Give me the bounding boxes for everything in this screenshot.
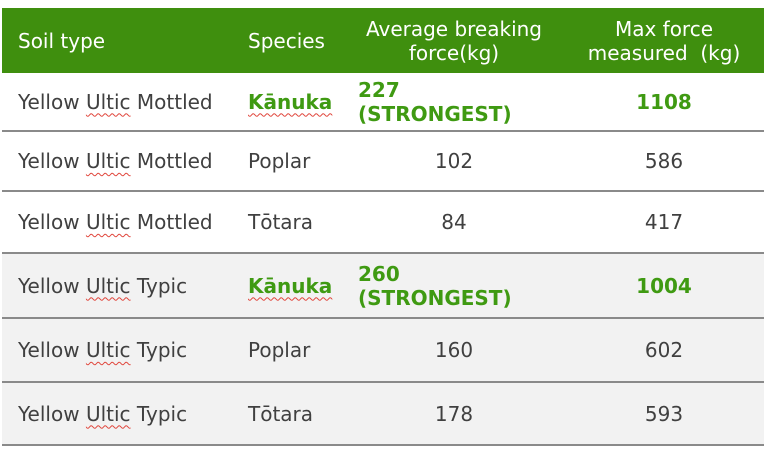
spellcheck-word: Ultic (85, 210, 131, 234)
header-avg-line1: Average breaking (365, 16, 543, 41)
header-average-breaking-force: Average breaking force(kg) (358, 8, 550, 73)
header-species: Species (248, 28, 325, 53)
species-cell: Tōtara (248, 401, 314, 426)
soil-type-cell: Yellow Ultic Mottled (18, 210, 213, 234)
header-max-force: Max force measured (kg) (568, 8, 760, 73)
table-row: Yellow Ultic Mottled Kānuka 227 (STRONGE… (2, 73, 764, 132)
soil-type-cell: Yellow Ultic Mottled (18, 89, 213, 114)
spellcheck-word: Ultic (85, 273, 131, 298)
average-force-cell: 260 (STRONGEST) (358, 261, 512, 310)
spellcheck-word: Ultic (85, 89, 131, 114)
header-max-line2: measured (kg) (587, 40, 741, 65)
header-avg-line2: force(kg) (408, 40, 500, 65)
average-force-cell: 102 (434, 149, 474, 173)
soil-type-cell: Yellow Ultic Typic (18, 401, 188, 426)
soil-type-cell: Yellow Ultic Typic (18, 273, 188, 298)
table-row: Yellow Ultic Mottled Tōtara 84 417 (2, 192, 764, 254)
table-header: Soil type Species Average breaking force(… (2, 8, 764, 73)
soil-type-cell: Yellow Ultic Typic (18, 338, 188, 362)
table-row: Yellow Ultic Mottled Poplar 102 586 (2, 132, 764, 192)
spellcheck-word: Ultic (85, 149, 131, 173)
species-cell: Kānuka (248, 273, 333, 298)
average-force-cell: 178 (434, 401, 474, 426)
max-force-cell: 1108 (636, 89, 692, 114)
soil-type-cell: Yellow Ultic Mottled (18, 149, 213, 173)
species-cell: Poplar (248, 149, 311, 173)
average-force-cell: 160 (434, 338, 474, 362)
max-force-cell: 586 (644, 149, 684, 173)
average-force-cell: 84 (441, 210, 467, 234)
max-force-cell: 1004 (636, 273, 692, 298)
max-force-cell: 602 (644, 338, 684, 362)
spellcheck-word: Ultic (85, 338, 131, 362)
max-force-cell: 593 (644, 401, 684, 426)
spellcheck-word: Ultic (85, 401, 131, 426)
header-soil-type: Soil type (18, 28, 106, 53)
species-cell: Tōtara (248, 210, 314, 234)
species-cell: Poplar (248, 338, 311, 362)
species-cell: Kānuka (248, 89, 333, 114)
breaking-force-table: Soil type Species Average breaking force(… (2, 8, 764, 446)
header-max-line1: Max force (614, 16, 714, 41)
table-row: Yellow Ultic Typic Kānuka 260 (STRONGEST… (2, 254, 764, 319)
table-row: Yellow Ultic Typic Poplar 160 602 (2, 319, 764, 383)
table-row: Yellow Ultic Typic Tōtara 178 593 (2, 383, 764, 446)
average-force-cell: 227 (STRONGEST) (358, 77, 512, 126)
max-force-cell: 417 (644, 210, 684, 234)
